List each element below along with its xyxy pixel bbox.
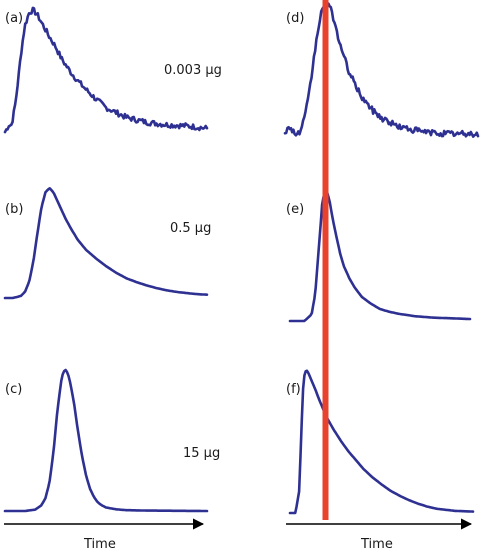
retention-marker-line: [322, 0, 329, 520]
panel-f: (f): [286, 369, 475, 515]
trace-e: [288, 186, 472, 323]
mass-label-a: 0.003 μg: [164, 63, 222, 78]
panel-label-f: (f): [286, 382, 301, 397]
trace-c: [3, 368, 209, 513]
trace-a: [3, 6, 209, 134]
panel-c: (c) 15 μg: [3, 368, 220, 513]
trace-b: [3, 187, 209, 300]
panel-b: (b) 0.5 μg: [3, 187, 211, 300]
time-axis-right-label: Time: [360, 537, 393, 552]
time-axis-left: Time: [4, 518, 205, 552]
time-axis-left-label: Time: [83, 537, 116, 552]
panel-label-b: (b): [5, 202, 23, 217]
panel-label-c: (c): [5, 382, 22, 397]
mass-label-c: 15 μg: [183, 446, 220, 461]
panel-a: (a) 0.003 μg: [3, 6, 222, 134]
trace-d: [283, 0, 480, 138]
panel-label-a: (a): [5, 11, 23, 26]
panel-d: (d): [283, 0, 480, 138]
panel-label-d: (d): [286, 11, 304, 26]
time-axis-right: Time: [286, 518, 473, 552]
panel-e: (e): [286, 186, 472, 323]
trace-f: [288, 369, 475, 515]
mass-label-b: 0.5 μg: [170, 221, 211, 236]
panel-label-e: (e): [286, 202, 304, 217]
